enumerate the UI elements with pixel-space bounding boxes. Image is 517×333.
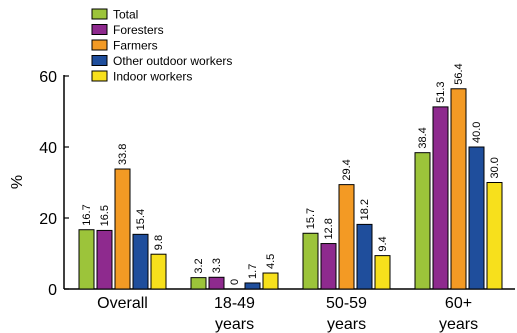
data-label: 3.3 — [211, 258, 223, 273]
data-label: 3.2 — [193, 258, 205, 273]
bar — [374, 255, 391, 290]
bar — [356, 223, 373, 290]
data-label: 40.0 — [471, 122, 483, 143]
axes: 0 20 40 60% Overall 18-49 years 50-59 years 60+ ye… — [9, 69, 515, 333]
bar — [450, 88, 467, 290]
data-label: 9.4 — [377, 236, 389, 251]
data-label: 29.4 — [341, 159, 353, 180]
bar — [302, 232, 319, 290]
category-label: 50-59 — [326, 295, 367, 312]
bar — [320, 243, 337, 290]
bar — [338, 184, 355, 290]
data-label: 15.4 — [135, 209, 147, 230]
y-axis-label: % — [9, 175, 26, 189]
bar — [486, 182, 503, 290]
data-label: 30.0 — [489, 157, 501, 178]
data-label: 16.5 — [99, 205, 111, 226]
bar — [244, 282, 261, 290]
bar — [262, 272, 279, 290]
legend-label: Indoor workers — [113, 70, 192, 84]
bar — [468, 146, 485, 290]
data-label: 12.8 — [323, 218, 335, 239]
bar — [150, 253, 167, 290]
bar — [132, 233, 149, 290]
bar — [190, 277, 207, 290]
legend-swatch — [91, 24, 108, 35]
data-label: 1.7 — [247, 264, 259, 279]
data-label: 16.7 — [81, 204, 93, 225]
legend-swatch — [91, 70, 108, 82]
bar — [208, 276, 225, 290]
y-tick-label: 0 — [48, 282, 57, 299]
data-labels: 16.7 3.2 15.7 38.4 16.5 3.3 12.8 51.3 33.8 0 29.4 5… — [81, 63, 501, 285]
data-label: 56.4 — [453, 63, 465, 84]
bar — [114, 168, 131, 290]
data-label: 33.8 — [117, 144, 129, 165]
y-tick-label: 40 — [39, 140, 57, 157]
legend-label: Other outdoor workers — [113, 54, 232, 68]
category-label: 18-49 — [214, 295, 255, 312]
bars — [78, 88, 503, 290]
y-tick-label: 20 — [39, 211, 57, 228]
category-label: 60+ — [445, 295, 472, 312]
legend-label: Foresters — [113, 23, 164, 37]
bar — [414, 152, 431, 290]
data-label: 4.5 — [265, 254, 277, 269]
category-label: years — [215, 316, 254, 333]
bar — [432, 106, 449, 290]
y-tick-label: 60 — [39, 69, 57, 86]
bar — [96, 229, 113, 290]
legend-label: Total — [113, 8, 138, 22]
category-label: years — [327, 316, 366, 333]
bar — [78, 229, 95, 290]
legend-label: Farmers — [113, 39, 158, 53]
category-label: Overall — [97, 295, 148, 312]
legend-swatch — [91, 8, 108, 20]
category-label: years — [439, 316, 478, 333]
data-label: 51.3 — [435, 81, 447, 102]
legend-swatch — [91, 55, 108, 66]
data-label: 0 — [229, 279, 241, 285]
data-label: 15.7 — [305, 208, 317, 229]
data-label: 38.4 — [417, 127, 429, 148]
legend-swatch — [91, 39, 108, 51]
data-label: 9.8 — [153, 235, 165, 250]
data-label: 18.2 — [359, 199, 371, 220]
